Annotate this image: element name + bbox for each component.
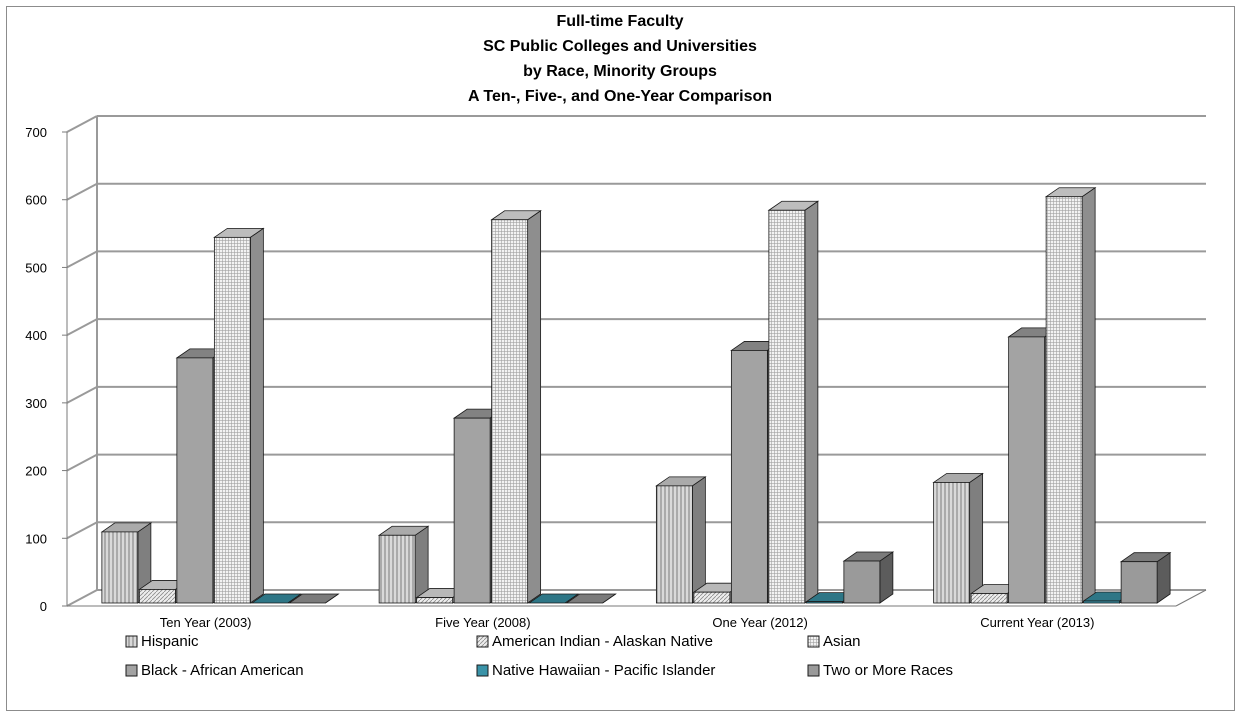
bar-top xyxy=(565,593,617,604)
legend-entry: Native Hawaiian - Pacific Islander xyxy=(476,662,715,679)
chart-title-line: A Ten-, Five-, and One-Year Comparison xyxy=(468,88,772,105)
legend-entry: Two or More Races xyxy=(807,662,953,679)
bar-front xyxy=(176,357,214,604)
bar-front xyxy=(491,219,529,604)
legend-label: Two or More Races xyxy=(823,662,953,679)
legend-swatch xyxy=(125,664,138,677)
gridline-side xyxy=(66,453,98,472)
bar-front xyxy=(768,209,806,604)
gridline-side xyxy=(66,521,98,540)
gridline-side xyxy=(66,589,98,607)
bar-front xyxy=(970,593,1008,604)
y-tick-label: 500 xyxy=(25,260,47,275)
bar-front xyxy=(1045,196,1083,604)
bars xyxy=(100,186,1172,604)
bar-top xyxy=(288,593,340,604)
legend-label: Native Hawaiian - Pacific Islander xyxy=(492,662,715,679)
bar-side xyxy=(691,476,706,604)
chart-title-line: by Race, Minority Groups xyxy=(523,63,717,80)
chart-title-line: Full-time Faculty xyxy=(556,13,683,30)
legend-entry: Black - African American xyxy=(125,662,304,679)
gridline-side xyxy=(66,182,98,201)
bar-side xyxy=(804,200,819,604)
x-category-label: Five Year (2008) xyxy=(435,615,530,630)
bar-top xyxy=(250,593,303,604)
chart-title: Full-time Faculty SC Public Colleges and… xyxy=(468,13,772,105)
gridline-side xyxy=(66,318,98,337)
y-tick-label: 100 xyxy=(25,531,47,546)
y-tick-label: 700 xyxy=(25,125,47,140)
gridline-side xyxy=(66,385,98,404)
bar-front xyxy=(655,485,693,604)
legend-swatch xyxy=(807,635,820,648)
legend-swatch xyxy=(125,635,138,648)
x-category-labels: Ten Year (2003) Five Year (2008) One Year … xyxy=(160,615,1095,630)
bar-side xyxy=(249,227,264,604)
bar xyxy=(490,209,542,604)
bar xyxy=(767,200,820,604)
bar xyxy=(655,476,707,604)
legend-swatch xyxy=(476,635,489,648)
chart-title-line: SC Public Colleges and Universities xyxy=(483,38,757,55)
bar-front xyxy=(805,601,843,604)
x-category-label: One Year (2012) xyxy=(712,615,807,630)
bar-front xyxy=(933,482,971,604)
bar-front xyxy=(693,591,731,604)
bar-front xyxy=(453,417,491,604)
legend-swatch xyxy=(476,664,489,677)
legend-entry: Hispanic xyxy=(125,633,199,650)
y-tick-label: 200 xyxy=(25,464,47,479)
legend-label: American Indian - Alaskan Native xyxy=(492,633,713,650)
bar xyxy=(1044,186,1097,604)
legend: Hispanic American Indian - Alaskan Native… xyxy=(125,633,953,679)
bar-front xyxy=(843,560,881,604)
bar-top xyxy=(527,593,580,604)
x-category-label: Ten Year (2003) xyxy=(160,615,252,630)
bar-front xyxy=(213,236,251,604)
y-tick-labels: 0 100 200 300 400 500 600 700 xyxy=(25,125,47,614)
bar-side xyxy=(969,472,984,604)
bar xyxy=(250,593,303,604)
bar-front xyxy=(730,350,768,604)
y-tick-label: 600 xyxy=(25,193,47,208)
bar xyxy=(932,472,984,604)
y-tick-label: 300 xyxy=(25,396,47,411)
bar-front xyxy=(416,597,454,604)
bar xyxy=(288,593,340,604)
bar-front xyxy=(1083,600,1121,604)
bar xyxy=(842,551,895,604)
legend-entry: Asian xyxy=(807,633,861,650)
legend-label: Black - African American xyxy=(141,662,304,679)
bar-front xyxy=(1008,336,1046,604)
floor-edge xyxy=(1175,589,1207,607)
bar-side xyxy=(1081,186,1096,604)
bar-front xyxy=(378,534,416,604)
legend-label: Asian xyxy=(823,633,861,650)
legend-entry: American Indian - Alaskan Native xyxy=(476,633,713,650)
bar-side xyxy=(527,209,542,604)
bar xyxy=(527,593,580,604)
bar xyxy=(565,593,617,604)
bar-front xyxy=(1120,561,1158,604)
bar xyxy=(1119,551,1172,604)
x-category-label: Current Year (2013) xyxy=(980,615,1094,630)
legend-swatch xyxy=(807,664,820,677)
bar xyxy=(100,522,153,604)
y-tick-label: 0 xyxy=(40,599,47,614)
axes xyxy=(62,116,1207,607)
y-tick-label: 400 xyxy=(25,328,47,343)
bar-front xyxy=(101,531,139,604)
legend-label: Hispanic xyxy=(141,633,199,650)
gridline-side xyxy=(66,250,98,269)
bar-front xyxy=(138,589,176,604)
bar xyxy=(213,227,265,604)
gridline-side xyxy=(66,115,98,133)
bar xyxy=(377,525,430,604)
